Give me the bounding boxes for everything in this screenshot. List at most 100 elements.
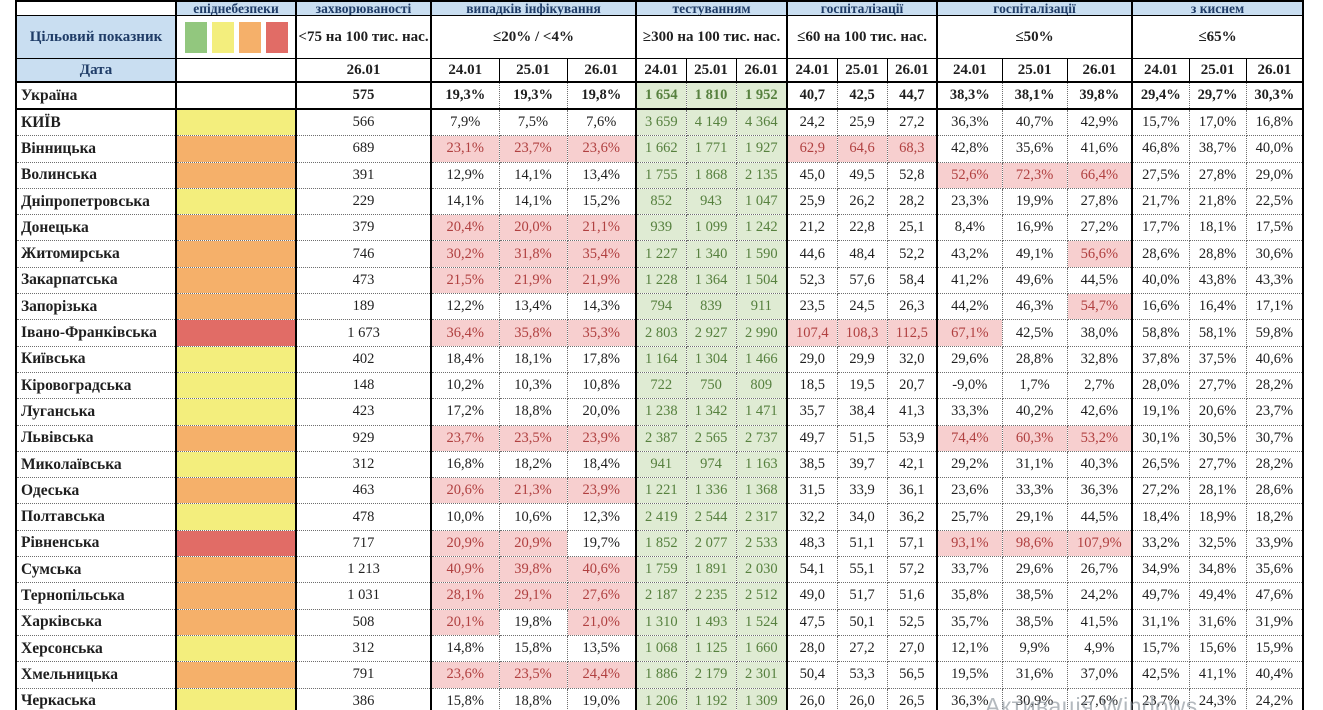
oxygen-cell: 18,1% xyxy=(1189,214,1247,242)
testing-cell: 1 238 xyxy=(635,398,687,426)
date-header-hosp-24.01: 24.01 xyxy=(786,58,838,83)
danger-level-cell xyxy=(175,425,297,452)
hosp-cell: 28,2 xyxy=(887,188,938,216)
infection-cell: 30,2% xyxy=(430,240,500,268)
hosp-cell: 29,0 xyxy=(786,346,838,373)
hosp-cell: 22,8 xyxy=(837,214,888,242)
hosp_pct-cell: 25,7% xyxy=(936,503,1003,531)
hosp_pct-cell: 40,3% xyxy=(1067,451,1133,479)
hosp_pct-cell: 38,5% xyxy=(1002,582,1068,610)
testing-cell: 2 317 xyxy=(736,503,788,531)
infection-cell: 20,1% xyxy=(430,609,500,636)
hosp_pct-cell: 107,9% xyxy=(1067,530,1133,558)
morbidity-cell: 391 xyxy=(295,162,432,189)
testing-cell: 2 737 xyxy=(736,425,788,452)
infection-cell: 15,8% xyxy=(499,635,568,663)
hosp_pct-cell: 33,7% xyxy=(936,556,1003,584)
danger-level-cell xyxy=(175,503,297,531)
table-row: Кіровоградська 148 10,2% 10,3% 10,8% 722 750 80… xyxy=(16,372,1304,400)
hosp_pct-cell: 42,8% xyxy=(936,135,1003,163)
morbidity-cell: 508 xyxy=(295,609,432,636)
table-row: Херсонська 312 14,8% 15,8% 13,5% 1 068 1 125 1 … xyxy=(16,635,1304,663)
hosp_pct-cell: 56,6% xyxy=(1067,240,1133,268)
oxygen-cell: 31,1% xyxy=(1131,609,1190,636)
morbidity-cell: 717 xyxy=(295,530,432,558)
infection-cell: 23,6% xyxy=(567,135,637,163)
table-row: Запорізька 189 12,2% 13,4% 14,3% 794 839 911 23,… xyxy=(16,293,1304,321)
danger-level-cell xyxy=(175,267,297,295)
oxygen-cell: 40,0% xyxy=(1246,135,1304,163)
hosp-cell: 27,0 xyxy=(887,635,938,663)
testing-cell: 2 419 xyxy=(635,503,687,531)
oxygen-cell: 27,2% xyxy=(1131,477,1190,505)
danger-level-cell xyxy=(175,293,297,321)
region-name-cell: Черкаська xyxy=(16,688,177,710)
infection-cell: 18,4% xyxy=(567,451,637,479)
hosp_pct-cell: 40,2% xyxy=(1002,398,1068,426)
oxygen-cell: 28,2% xyxy=(1246,451,1304,479)
table-row: Полтавська 478 10,0% 10,6% 12,3% 2 419 2 544 2 … xyxy=(16,503,1304,531)
infection-cell: 12,3% xyxy=(567,503,637,531)
oxygen-cell: 58,1% xyxy=(1189,319,1247,347)
testing-cell: 911 xyxy=(736,293,788,321)
oxygen-cell: 17,5% xyxy=(1246,214,1304,242)
infection-cell: 12,9% xyxy=(430,162,500,189)
danger-level-cell xyxy=(175,530,297,558)
hosp_pct-cell: 28,8% xyxy=(1002,346,1068,373)
hosp-cell: 25,9 xyxy=(837,109,888,137)
testing-cell: 2 179 xyxy=(686,661,737,689)
legend-swatch-green xyxy=(184,21,207,53)
table-row: Миколаївська 312 16,8% 18,2% 18,4% 941 974 1 16… xyxy=(16,451,1304,479)
oxygen-cell: 41,1% xyxy=(1189,661,1247,689)
table-row: Закарпатська 473 21,5% 21,9% 21,9% 1 228 1 364… xyxy=(16,267,1304,295)
hosp-cell: 18,5 xyxy=(786,372,838,400)
danger-level-cell xyxy=(175,661,297,689)
hosp_pct-cell: 23,6% xyxy=(936,477,1003,505)
testing-cell: 722 xyxy=(635,372,687,400)
testing-cell: 1 504 xyxy=(736,267,788,295)
infection-cell: 13,4% xyxy=(567,162,637,189)
danger-level-cell xyxy=(175,162,297,189)
region-name-cell: Дніпропетровська xyxy=(16,188,177,216)
oxygen-cell: 15,6% xyxy=(1189,635,1247,663)
hosp-cell: 42,1 xyxy=(887,451,938,479)
infection-cell: 28,1% xyxy=(430,582,500,610)
region-name-cell: Кіровоградська xyxy=(16,372,177,400)
hosp-cell: 53,9 xyxy=(887,425,938,452)
table-row: Івано-Франківська 1 673 36,4% 35,8% 35,3% 2 8… xyxy=(16,319,1304,347)
date-header-oxygen-26.01: 26.01 xyxy=(1245,58,1304,83)
testing-cell: 1 466 xyxy=(736,346,788,373)
date-header-hosp-26.01: 26.01 xyxy=(886,58,938,83)
oxygen-cell: 17,0% xyxy=(1189,109,1247,137)
infection-cell: 18,1% xyxy=(499,346,568,373)
oxygen-cell: 27,7% xyxy=(1189,451,1247,479)
hosp_pct-cell: -9,0% xyxy=(936,372,1003,400)
testing-cell: 1 654 xyxy=(635,82,687,110)
infection-cell: 18,8% xyxy=(499,688,568,710)
table-row: Тернопільська 1 031 28,1% 29,1% 27,6% 2 187 2 … xyxy=(16,582,1304,610)
oxygen-cell: 20,6% xyxy=(1189,398,1247,426)
infection-cell: 7,5% xyxy=(499,109,568,137)
target-header-infection: ≤20% / <4% xyxy=(429,15,637,59)
danger-level-cell xyxy=(175,556,297,584)
infection-cell: 23,9% xyxy=(567,425,637,452)
morbidity-cell: 478 xyxy=(295,503,432,531)
hosp_pct-cell: 24,2% xyxy=(1067,582,1133,610)
region-name-cell: Херсонська xyxy=(16,635,177,663)
morbidity-cell: 1 213 xyxy=(295,556,432,584)
testing-cell: 2 387 xyxy=(635,425,687,452)
testing-cell: 1 810 xyxy=(686,82,737,110)
hosp-cell: 51,5 xyxy=(837,425,888,452)
hosp_pct-cell: 35,7% xyxy=(936,609,1003,636)
infection-cell: 19,7% xyxy=(567,530,637,558)
infection-cell: 10,0% xyxy=(430,503,500,531)
hosp_pct-cell: 60,3% xyxy=(1002,425,1068,452)
target-header-hosp: ≤60 на 100 тис. нас. xyxy=(786,15,938,59)
hosp_pct-cell: 16,9% xyxy=(1002,214,1068,242)
testing-cell: 839 xyxy=(686,293,737,321)
infection-cell: 12,2% xyxy=(430,293,500,321)
infection-cell: 23,5% xyxy=(499,661,568,689)
hosp_pct-cell: 26,7% xyxy=(1067,556,1133,584)
infection-cell: 10,3% xyxy=(499,372,568,400)
date-header-row: Дата 26.01 24.01 25.01 26.01 24.01 25.01 26.01 2… xyxy=(15,58,1304,83)
